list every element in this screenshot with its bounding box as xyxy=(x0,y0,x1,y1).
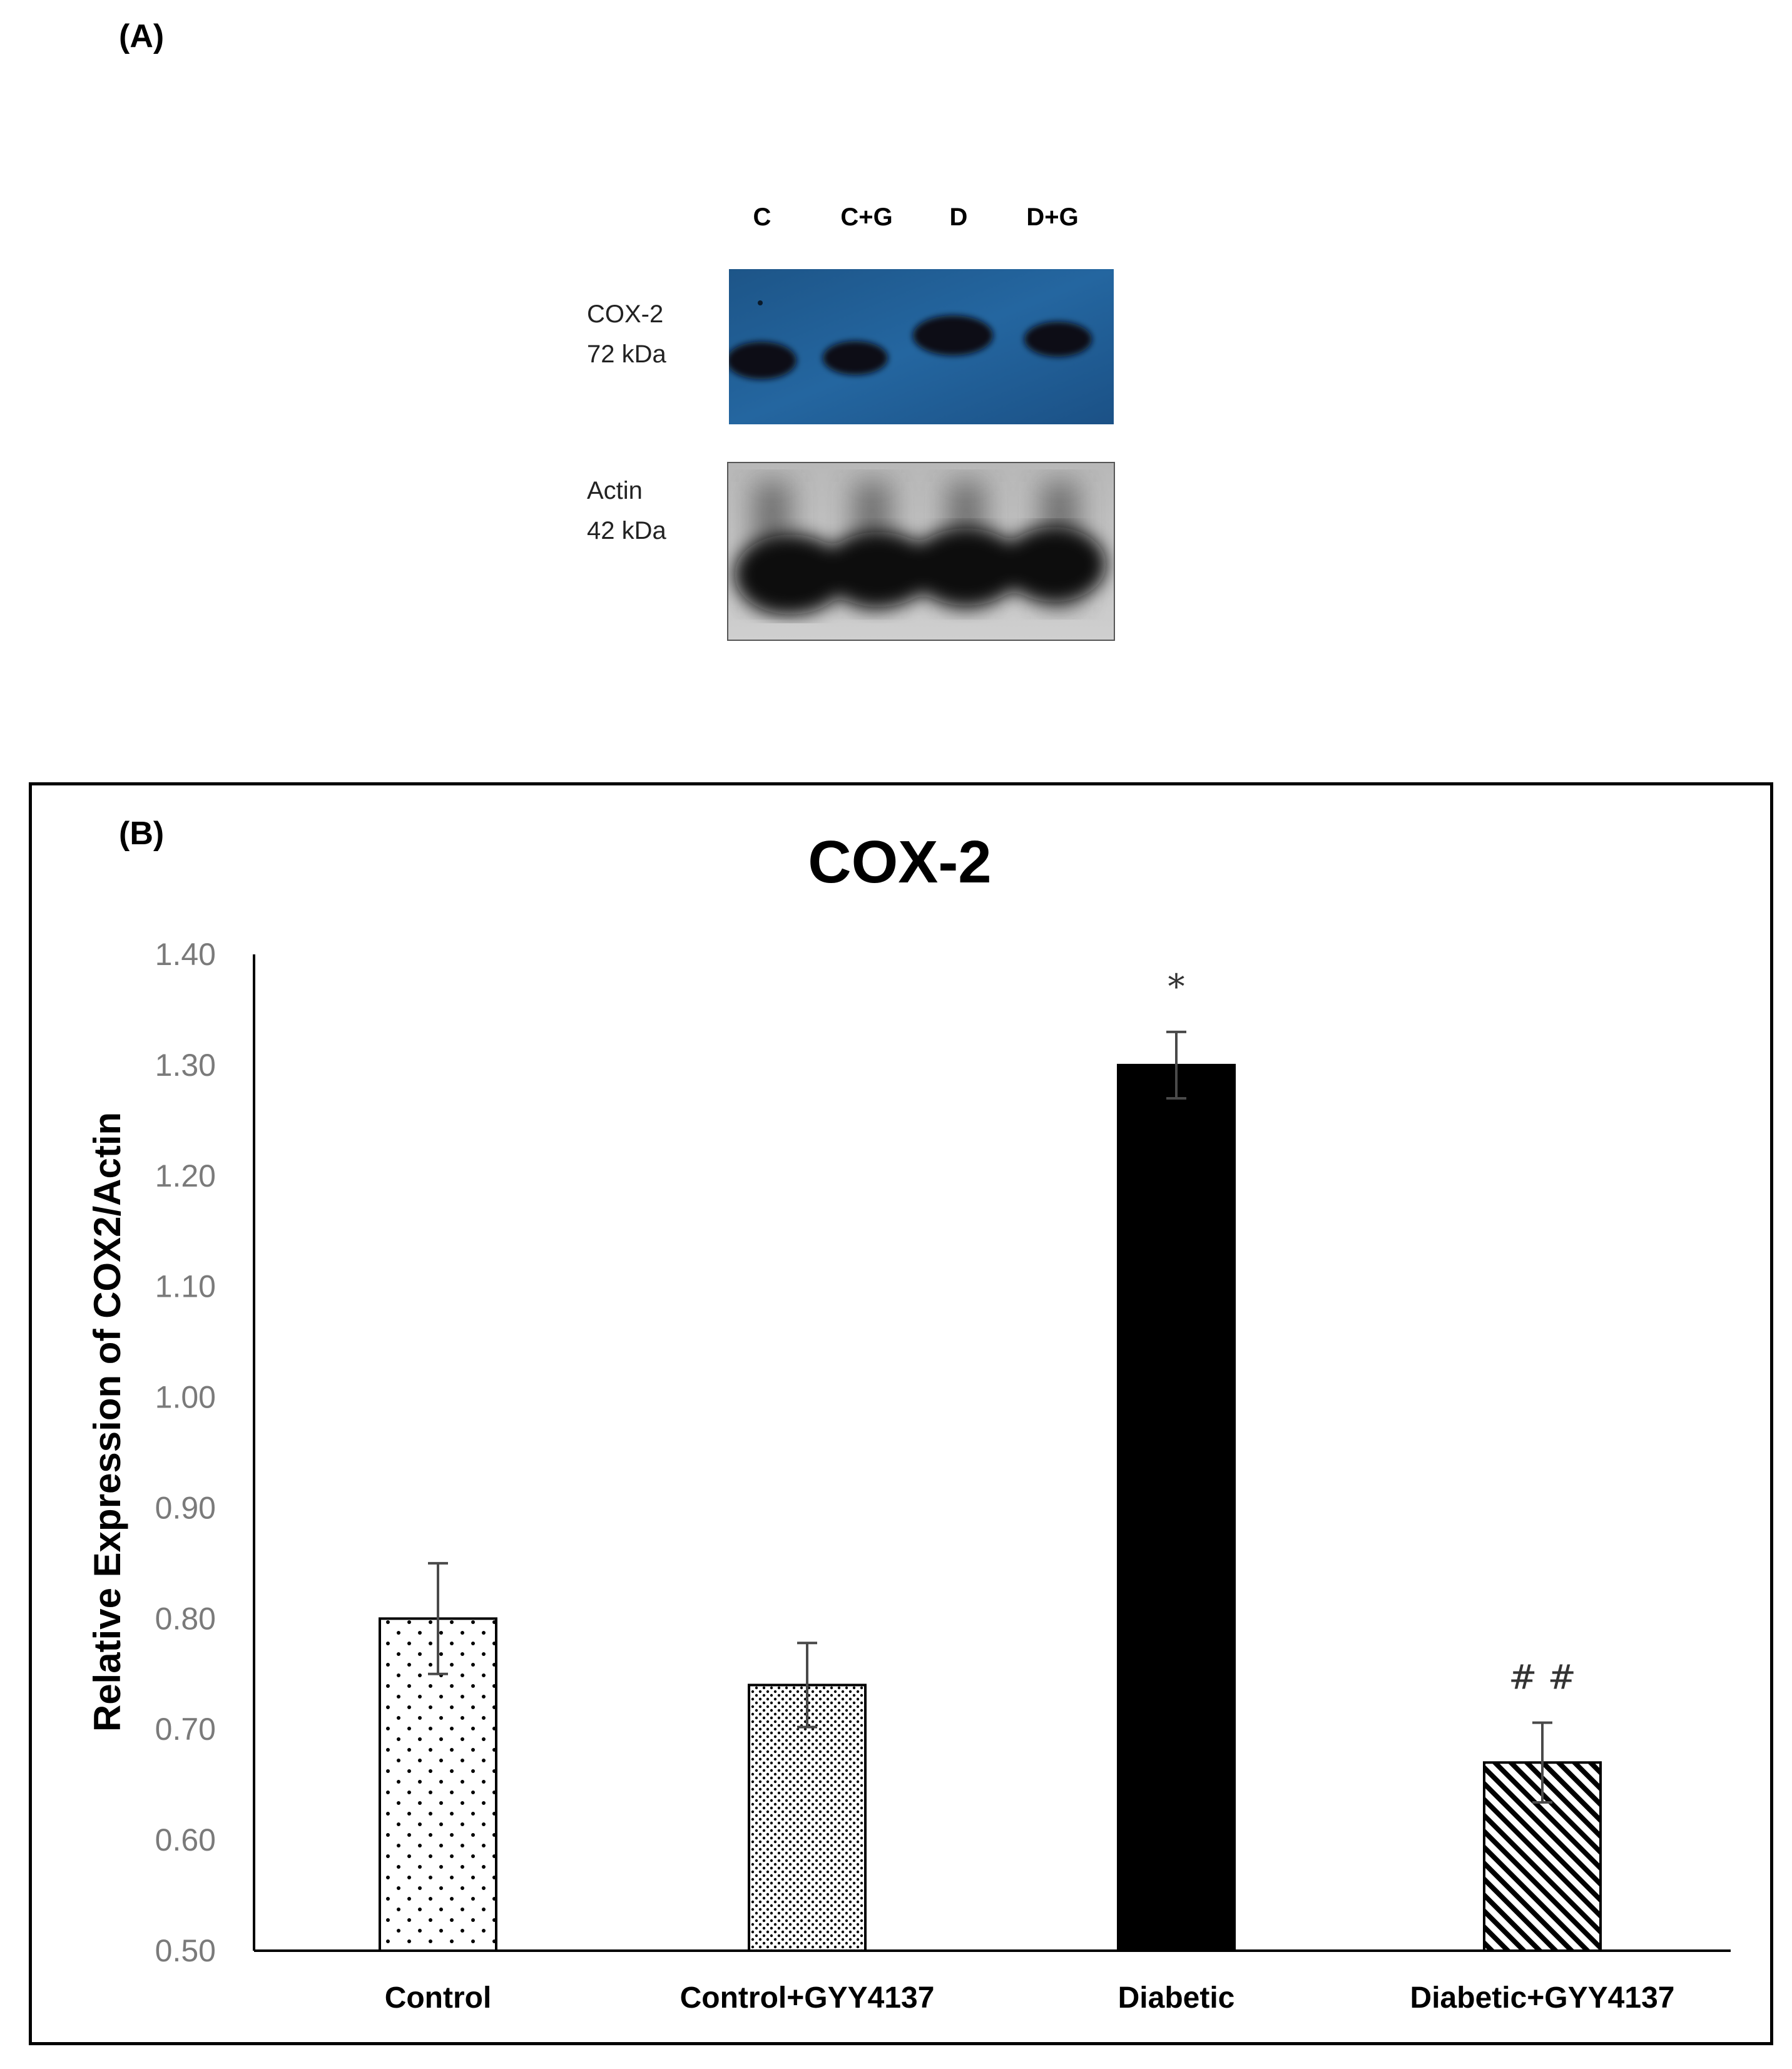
cox2-band-label: COX-2 72 kDa xyxy=(587,294,666,374)
chart-title: COX-2 xyxy=(808,829,991,896)
y-axis-label: Relative Expression of COX2/Actin xyxy=(86,1112,128,1732)
error-bar xyxy=(1166,1030,1186,1100)
error-bar xyxy=(1532,1721,1552,1804)
cox2-blot-image xyxy=(729,269,1114,424)
y-tick-label: 0.60 xyxy=(155,1822,216,1857)
actin-band-label: Actin 42 kDa xyxy=(587,471,666,551)
y-tick-label: 0.70 xyxy=(155,1712,216,1747)
chart-panel xyxy=(29,782,1773,2045)
x-category-label: Control+GYY4137 xyxy=(680,1981,935,2015)
y-tick-label: 0.90 xyxy=(155,1490,216,1525)
actin-protein-name: Actin xyxy=(587,477,643,504)
bar-control-gyy4137 xyxy=(748,1683,867,1952)
y-tick-label: 0.80 xyxy=(155,1601,216,1636)
y-tick-label: 0.50 xyxy=(155,1933,216,1968)
y-tick-label: 1.00 xyxy=(155,1380,216,1415)
panel-b-label: (B) xyxy=(119,815,165,852)
actin-blot-image xyxy=(727,462,1115,641)
error-bar xyxy=(428,1561,448,1675)
lane-label-d: D xyxy=(949,203,968,231)
significance-marker: # # xyxy=(1509,1658,1576,1697)
y-tick-label: 1.30 xyxy=(155,1048,216,1083)
significance-marker: * xyxy=(1168,967,1185,1006)
panel-a-label: (A) xyxy=(119,18,165,54)
cox2-protein-name: COX-2 xyxy=(587,300,664,328)
x-category-label: Diabetic xyxy=(1118,1981,1235,2015)
x-category-label: Control xyxy=(385,1981,492,2015)
lane-label-c-g: C+G xyxy=(840,203,893,231)
lane-label-c: C xyxy=(753,203,771,231)
bar-diabetic xyxy=(1117,1063,1236,1952)
x-category-label: Diabetic+GYY4137 xyxy=(1410,1981,1675,2015)
cox2-molecular-weight: 72 kDa xyxy=(587,340,666,368)
y-tick-label: 1.10 xyxy=(155,1269,216,1304)
error-bar xyxy=(797,1642,817,1729)
actin-molecular-weight: 42 kDa xyxy=(587,517,666,544)
y-tick-label: 1.40 xyxy=(155,937,216,972)
lane-label-d-g: D+G xyxy=(1026,203,1079,231)
y-tick-label: 1.20 xyxy=(155,1158,216,1193)
